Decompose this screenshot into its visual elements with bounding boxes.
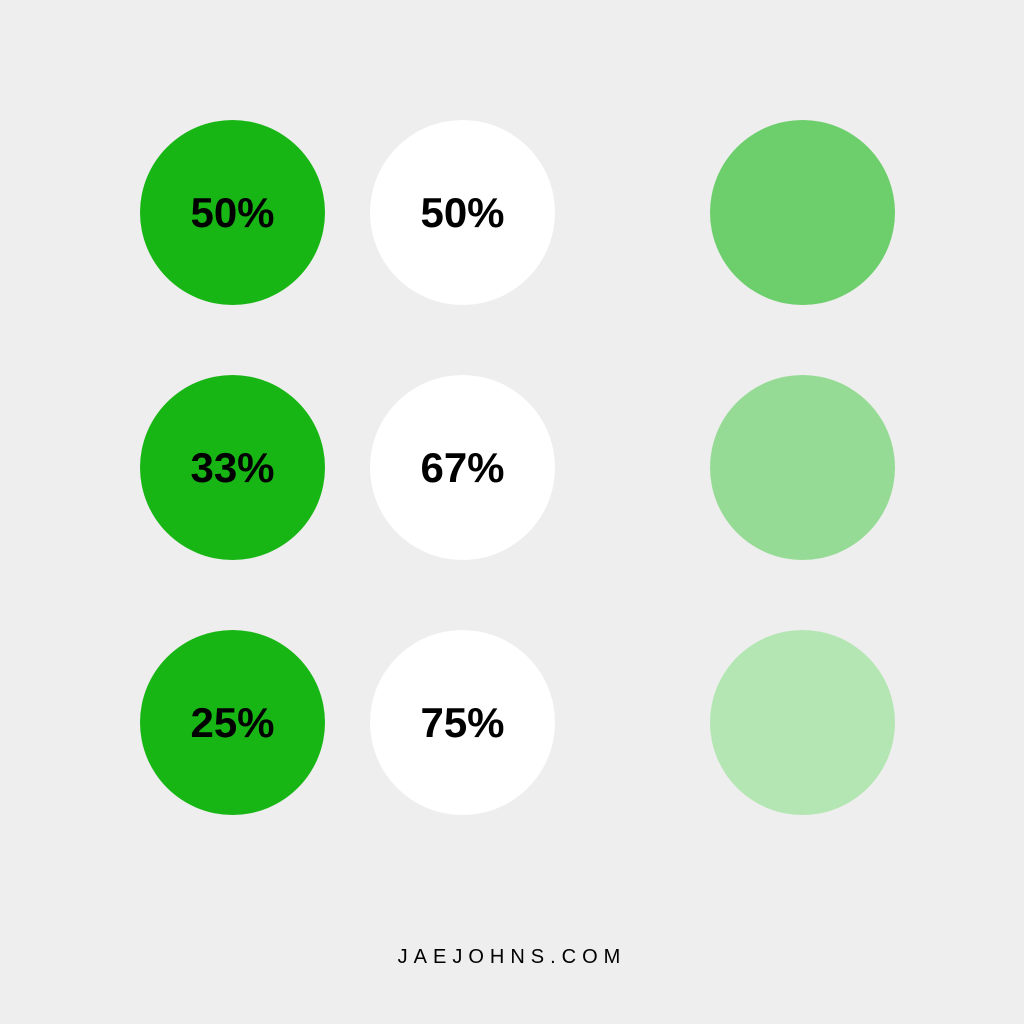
base-color-circle: 50% [140, 120, 325, 305]
result-color-circle [710, 120, 895, 305]
mix-color-circle: 50% [370, 120, 555, 305]
result-color-circle [710, 375, 895, 560]
base-percent-label: 50% [190, 189, 274, 237]
attribution-text: JAEJOHNS.COM [0, 946, 1024, 969]
mix-color-circle: 67% [370, 375, 555, 560]
mix-color-circle: 75% [370, 630, 555, 815]
base-color-circle: 25% [140, 630, 325, 815]
mix-row: 25% 75% [0, 630, 1024, 815]
color-mix-grid: 50% 50% 33% 67% 25% 75% [0, 120, 1024, 815]
mix-percent-label: 67% [420, 444, 504, 492]
base-percent-label: 25% [190, 699, 274, 747]
mix-row: 33% 67% [0, 375, 1024, 560]
mix-percent-label: 75% [420, 699, 504, 747]
mix-row: 50% 50% [0, 120, 1024, 305]
base-percent-label: 33% [190, 444, 274, 492]
base-color-circle: 33% [140, 375, 325, 560]
mix-percent-label: 50% [420, 189, 504, 237]
result-color-circle [710, 630, 895, 815]
